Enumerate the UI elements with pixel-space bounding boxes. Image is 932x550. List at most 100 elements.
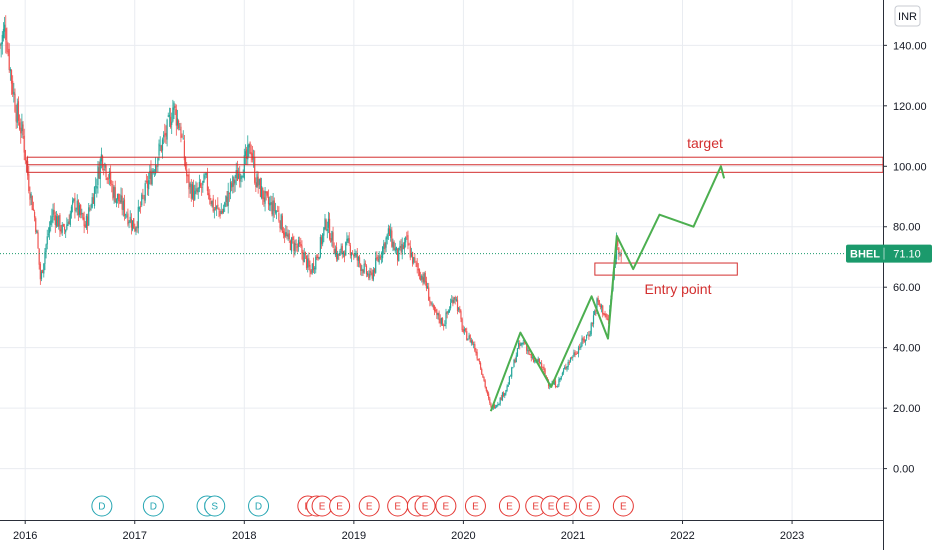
earnings-event-marker[interactable]: E (464, 495, 486, 517)
candle-body (319, 236, 321, 257)
candle-body (62, 224, 64, 226)
x-tick-label: 2021 (561, 530, 585, 542)
candle-body (334, 248, 336, 256)
candle-body (246, 149, 248, 159)
earnings-event-marker[interactable]: E (387, 495, 409, 517)
candle-body (159, 145, 161, 147)
candle-body (243, 155, 245, 179)
candle-body (278, 212, 280, 221)
candle-body (353, 254, 355, 257)
candle-body (498, 403, 500, 405)
candle-body (18, 122, 21, 130)
candle-body (89, 208, 91, 210)
earnings-event-marker[interactable]: E (329, 495, 351, 517)
candle-body (595, 310, 597, 312)
candle-body (584, 339, 587, 342)
candle-body (297, 240, 300, 247)
candle-body (107, 178, 109, 180)
candle-body (183, 140, 185, 161)
candle-body (77, 200, 79, 216)
candle-body (413, 257, 415, 263)
candle-body (341, 245, 343, 254)
earnings-event-marker[interactable]: E (612, 495, 634, 517)
candle-body (267, 196, 270, 205)
candle-body (149, 170, 151, 179)
candle-body (259, 178, 262, 197)
dividend-event-marker[interactable]: D (248, 495, 270, 517)
candle-body (37, 232, 39, 249)
time-axis[interactable]: 2016 2017 2018 2019 2020 2021 2022 2023 (0, 520, 883, 542)
candle-body (20, 127, 22, 134)
earnings-event-marker[interactable]: E (555, 495, 577, 517)
earnings-event-marker[interactable]: E (498, 495, 520, 517)
candle-body (173, 102, 175, 110)
candle-body (67, 222, 69, 226)
candle-body (378, 255, 380, 263)
earnings-event-marker[interactable]: E (578, 495, 600, 517)
dividend-event-marker[interactable]: D (142, 495, 164, 517)
candle-body (210, 201, 212, 205)
candle-body (371, 272, 373, 279)
x-tick-label: 2019 (342, 530, 366, 542)
candle-body (553, 381, 555, 385)
candle-body (181, 135, 183, 137)
candle-body (176, 118, 179, 126)
candle-body (436, 309, 438, 315)
candle-body (275, 211, 278, 213)
candle-body (466, 331, 468, 341)
earnings-event-marker[interactable]: E (435, 495, 457, 517)
candle-body (46, 236, 48, 245)
candle-body (115, 198, 117, 204)
candle-body (387, 228, 389, 235)
candle-body (300, 244, 302, 247)
earnings-event-marker[interactable]: E (358, 495, 380, 517)
candle-body (490, 403, 492, 407)
candle-body (328, 218, 331, 240)
candle-body (197, 188, 199, 193)
candle-body (352, 252, 354, 254)
currency-badge[interactable]: INR (894, 5, 921, 27)
candle-body (272, 200, 274, 216)
candle-body (127, 213, 129, 225)
candle-body (356, 253, 358, 261)
candle-body (338, 254, 340, 256)
candle-body (97, 166, 99, 186)
candle-body (477, 358, 479, 361)
earnings-event-marker[interactable]: E (414, 495, 436, 517)
candle-body (386, 234, 388, 240)
candle-body (121, 195, 123, 210)
candle-body (106, 177, 108, 180)
price-axis[interactable]: 0.00 20.00 40.00 60.00 80.00 100.00 120.00 140.… (883, 0, 932, 550)
candle-body (98, 167, 100, 179)
candle-body (460, 311, 462, 319)
candle-body (293, 241, 295, 251)
split-event-marker[interactable]: S (204, 495, 226, 517)
candle-body (318, 257, 320, 260)
event-circle (464, 495, 486, 517)
earnings-event-marker[interactable]: E (311, 495, 333, 517)
candle-body (39, 263, 41, 280)
candle-body (205, 173, 207, 176)
candle-body (508, 376, 510, 385)
earnings-event-marker[interactable]: E (540, 495, 562, 517)
candle-body (597, 298, 599, 302)
candle-body (28, 173, 30, 192)
candle-body (530, 354, 532, 359)
event-markers[interactable]: DDDSDEEEEEEEEEEEEEEEE (91, 495, 634, 517)
candle-body (8, 48, 10, 70)
candle-body (330, 238, 332, 243)
candle-body (244, 151, 247, 156)
candle-body (494, 407, 497, 409)
candle-body (618, 247, 620, 254)
candle-body (296, 246, 298, 248)
candle-body (537, 358, 539, 362)
candle-body (538, 358, 540, 364)
candle-body (73, 198, 75, 201)
dividend-event-marker[interactable]: D (91, 495, 113, 517)
candle-body (141, 194, 143, 206)
candle-body (357, 256, 360, 261)
candle-body (286, 233, 288, 237)
x-tick-label: 2022 (670, 530, 694, 542)
candle-body (24, 149, 26, 161)
